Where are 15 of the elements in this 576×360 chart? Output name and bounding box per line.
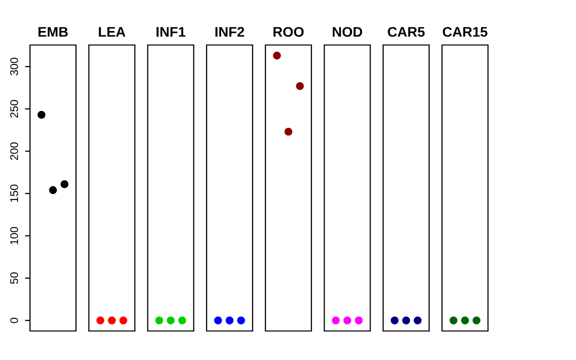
x-tick-label: EMB [38, 27, 68, 37]
x-tick-label: CAR15 [442, 26, 488, 37]
y-tick-label: 150 [10, 184, 18, 202]
y-tick-label: 250 [10, 100, 18, 118]
y-tick-label: 300 [10, 58, 18, 76]
y-tick-label: 0 [10, 318, 18, 324]
x-tick-label: ROO [274, 26, 304, 37]
x-tick-label: INF2 [215, 26, 244, 37]
x-tick-label: INF1 [156, 27, 186, 37]
x-tick-label: NOD [332, 26, 362, 37]
y-tick-label: 200 [10, 142, 18, 160]
x-tick-label: CAR5 [388, 26, 425, 37]
x-tick-label: LEA [98, 27, 126, 37]
y-tick-label: 50 [10, 272, 18, 284]
y-tick-label: 100 [10, 226, 18, 244]
